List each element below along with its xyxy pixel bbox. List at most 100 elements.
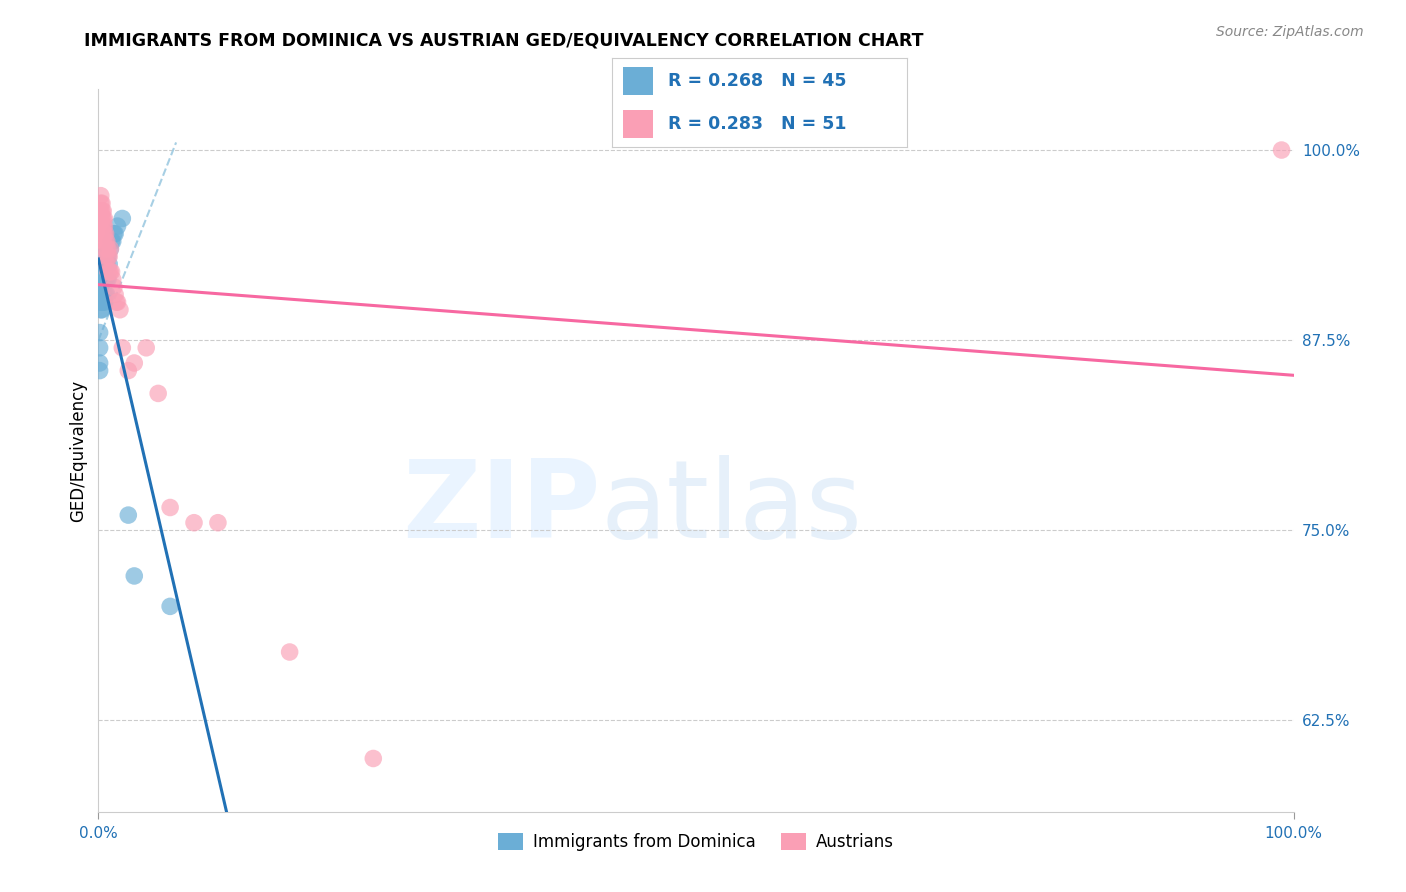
Point — [91, 203, 114, 218]
Point — [104, 227, 127, 241]
Point — [90, 280, 112, 294]
Point — [93, 257, 115, 271]
Point — [93, 265, 115, 279]
Point — [93, 211, 115, 226]
Point — [89, 203, 111, 218]
Point — [91, 302, 114, 317]
Point — [98, 265, 121, 279]
Point — [93, 242, 115, 256]
Point — [91, 295, 114, 310]
Point — [91, 211, 114, 226]
Point — [159, 500, 181, 515]
Point — [93, 227, 115, 241]
Point — [105, 295, 128, 310]
Point — [363, 751, 385, 765]
Point — [90, 295, 112, 310]
Point — [117, 363, 139, 377]
Point — [97, 250, 120, 264]
Point — [93, 295, 115, 310]
Point — [117, 508, 139, 522]
Point — [97, 250, 120, 264]
Point — [94, 287, 117, 301]
Point — [91, 219, 114, 233]
Point — [96, 242, 118, 256]
Point — [96, 272, 118, 286]
Point — [148, 386, 170, 401]
Bar — [623, 67, 652, 95]
Point — [91, 250, 114, 264]
Point — [93, 272, 115, 286]
Point — [94, 235, 117, 249]
Point — [103, 227, 125, 241]
Point — [89, 363, 111, 377]
Point — [107, 295, 129, 310]
Point — [98, 242, 122, 256]
Point — [104, 287, 127, 301]
Point — [207, 516, 229, 530]
Point — [91, 211, 114, 226]
Point — [94, 227, 117, 241]
Point — [89, 341, 111, 355]
Point — [107, 219, 129, 233]
Point — [101, 272, 124, 286]
Legend: Immigrants from Dominica, Austrians: Immigrants from Dominica, Austrians — [492, 826, 900, 857]
Y-axis label: GED/Equivalency: GED/Equivalency — [69, 379, 87, 522]
Point — [91, 227, 114, 241]
Point — [97, 272, 120, 286]
Point — [98, 257, 121, 271]
Point — [96, 287, 118, 301]
Point — [91, 196, 114, 211]
Point — [183, 516, 205, 530]
Point — [278, 645, 301, 659]
Text: ZIP: ZIP — [402, 455, 600, 561]
Point — [97, 265, 120, 279]
Point — [96, 257, 118, 271]
Point — [111, 341, 134, 355]
Text: atlas: atlas — [600, 455, 862, 561]
Text: R = 0.283   N = 51: R = 0.283 N = 51 — [668, 115, 846, 133]
Point — [94, 272, 117, 286]
Point — [90, 265, 112, 279]
Point — [135, 341, 157, 355]
Point — [91, 265, 114, 279]
Point — [90, 250, 112, 264]
Point — [90, 211, 112, 226]
Point — [91, 287, 114, 301]
Point — [89, 211, 111, 226]
Point — [90, 188, 112, 202]
Point — [93, 287, 115, 301]
Point — [91, 235, 114, 249]
Text: Source: ZipAtlas.com: Source: ZipAtlas.com — [1216, 25, 1364, 39]
Point — [89, 356, 111, 370]
Text: R = 0.268   N = 45: R = 0.268 N = 45 — [668, 72, 846, 90]
Point — [108, 302, 131, 317]
Point — [91, 257, 114, 271]
Point — [103, 280, 125, 294]
Point — [94, 250, 117, 264]
Point — [100, 265, 122, 279]
Point — [91, 295, 114, 310]
Point — [98, 250, 121, 264]
Point — [91, 280, 114, 294]
Point — [111, 211, 134, 226]
Point — [91, 227, 114, 241]
Point — [96, 235, 118, 249]
Point — [91, 203, 114, 218]
Point — [101, 235, 124, 249]
Point — [98, 242, 122, 256]
Point — [93, 219, 115, 233]
Point — [97, 242, 120, 256]
Point — [124, 569, 146, 583]
Point — [96, 257, 118, 271]
Point — [90, 203, 112, 218]
Point — [91, 272, 114, 286]
Point — [91, 287, 114, 301]
Point — [124, 356, 146, 370]
Point — [91, 280, 114, 294]
Point — [91, 219, 114, 233]
Point — [98, 265, 122, 279]
Point — [89, 326, 111, 340]
Point — [1271, 143, 1294, 157]
Point — [91, 265, 114, 279]
Point — [90, 196, 112, 211]
